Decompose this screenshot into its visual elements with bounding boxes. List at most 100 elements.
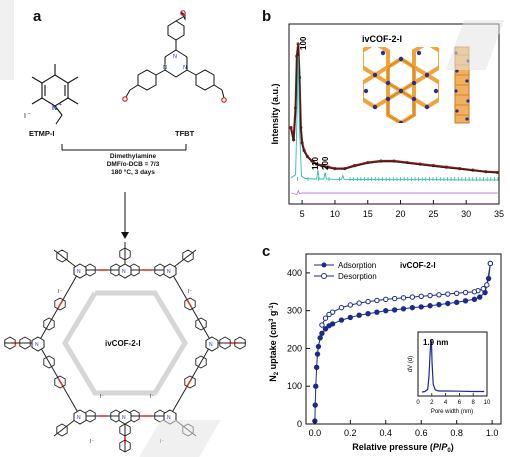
desorption-point	[409, 294, 416, 300]
desorption-point	[338, 304, 345, 311]
desorption-point	[383, 296, 389, 303]
svg-text:I⁻: I⁻	[100, 394, 104, 400]
xrd-point	[289, 126, 293, 130]
adsorption-point	[356, 312, 362, 318]
isotherm-y-tick-label: 300	[287, 306, 302, 316]
desorption-point	[487, 260, 494, 267]
isotherm-y-tick-label: 200	[287, 343, 302, 353]
desorption-point	[322, 315, 329, 321]
panel-c-letter: c	[262, 243, 271, 260]
adsorption-point	[338, 317, 345, 323]
reaction-conditions: Dimethylamine DMF/o-DCB = 7/3 180 °C, 3 …	[85, 153, 181, 177]
svg-text:N: N	[122, 269, 126, 275]
adsorption-point	[418, 304, 424, 310]
desorption-point	[365, 298, 371, 305]
desorption-point	[347, 302, 354, 308]
svg-text:N: N	[35, 342, 39, 348]
isotherm-y-tick-label: 400	[287, 268, 302, 278]
svg-text:N: N	[173, 54, 177, 60]
desorption-point	[480, 286, 486, 292]
desorption-point	[374, 297, 380, 304]
adsorption-point	[427, 303, 433, 309]
isotherm-y-tick-label: 100	[287, 381, 302, 391]
svg-text:I⁻: I⁻	[150, 394, 154, 400]
svg-text:N: N	[122, 415, 126, 421]
isotherm-x-tick-label: 0.6	[415, 428, 428, 438]
svg-text:N: N	[183, 65, 187, 71]
pore-x-tick-label: 4	[444, 400, 448, 406]
desorption-point	[319, 322, 325, 328]
adsorption-point	[365, 310, 371, 317]
adsorption-point	[322, 326, 329, 332]
adsorption-point	[317, 335, 323, 341]
cof-network-structure: NN NN NN NN I⁻I⁻ I⁻I⁻ I⁻I⁻	[4, 242, 246, 453]
xrd-series-1	[290, 45, 498, 174]
xrd-x-tick-label: 30	[461, 209, 471, 219]
isotherm-x-ticks: 0.0 0.2 0.4 0.6 0.8 1.0	[309, 420, 498, 438]
xrd-chart: 5 10 15 20 25 30 35 Intensity (a.u.) 100 110 2…	[270, 23, 504, 219]
condition-3: 180 °C, 3 days	[111, 169, 155, 176]
adsorption-point	[319, 330, 325, 337]
adsorption-point	[374, 309, 380, 315]
adsorption-point	[383, 307, 389, 314]
svg-text:I⁻: I⁻	[188, 289, 192, 295]
svg-text:N: N	[52, 105, 57, 112]
isotherm-x-tick-label: 0.8	[450, 428, 463, 438]
svg-text:N: N	[167, 415, 171, 421]
svg-text:−: −	[28, 111, 31, 117]
desorption-point	[436, 292, 442, 298]
adsorption-point	[391, 307, 398, 313]
adsorption-point	[400, 306, 407, 312]
desorption-point	[471, 289, 478, 295]
pore-size-inset: 0 2 4 6 8 10 1.9 nm Pore width (nm) dV (d)	[408, 331, 491, 415]
adsorption-point	[436, 301, 442, 308]
condition-1: Dimethylamine	[109, 153, 157, 160]
xrd-x-tick-label: 5	[300, 209, 305, 219]
isotherm-x-axis-label: Relative pressure (P/P0)	[352, 442, 453, 454]
pore-x-tick-label: 10	[484, 400, 491, 406]
tfbt-label: TFBT	[175, 129, 195, 138]
pore-inset-y-label: dV (d)	[408, 356, 414, 372]
svg-text:N: N	[209, 342, 213, 348]
svg-text:I⁻: I⁻	[58, 289, 62, 295]
isotherm-y-axis-label: N2 uptake (cm3 g-1)	[268, 302, 280, 382]
isotherm-x-tick-label: 0.0	[309, 428, 322, 438]
xrd-inset-title: ivCOF-2-I	[362, 34, 402, 44]
xrd-y-axis-label: Intensity (a.u.)	[270, 83, 280, 144]
pore-inset-x-label: Pore width (nm)	[431, 409, 473, 415]
xrd-x-tick-label: 10	[330, 209, 340, 219]
xrd-x-tick-label: 15	[363, 209, 373, 219]
xrd-x-tick-label: 20	[396, 209, 406, 219]
isotherm-plot-frame	[305, 253, 502, 425]
desorption-point	[445, 291, 451, 297]
adsorption-point	[347, 314, 354, 321]
svg-text:N: N	[167, 269, 171, 275]
svg-text:I⁻: I⁻	[90, 439, 94, 445]
pore-x-tick-label: 6	[458, 400, 462, 406]
adsorption-point	[477, 294, 483, 300]
desorption-point	[427, 292, 433, 299]
svg-text:+: +	[59, 102, 62, 108]
iodide-label: I	[24, 113, 26, 120]
pore-x-tick-label: 8	[472, 400, 476, 406]
desorption-point	[356, 300, 362, 306]
xrd-reflection-ticks	[297, 177, 499, 181]
svg-text:N: N	[163, 65, 167, 71]
desorption-point	[453, 290, 460, 296]
xrd-peak-label-110: 110	[311, 157, 320, 170]
pore-inset-annotation: 1.9 nm	[423, 338, 448, 347]
isotherm-series	[312, 260, 494, 424]
desorption-point	[326, 311, 332, 318]
isotherm-x-tick-label: 0.2	[344, 428, 357, 438]
etmp-i-structure: N + I −	[24, 64, 79, 125]
isotherm-inset-title: ivCOF-2-I	[400, 261, 436, 270]
tfbt-structure: N N N	[122, 10, 227, 103]
desorption-point	[418, 293, 424, 300]
panel-b-letter: b	[262, 8, 272, 25]
isotherm-y-ticks: 0 100 200 300 400	[287, 268, 310, 429]
svg-text:N: N	[77, 269, 81, 275]
desorption-point	[484, 282, 490, 288]
isotherm-y-tick-label: 0	[297, 419, 302, 429]
xrd-series-3	[290, 189, 498, 196]
adsorption-point	[313, 364, 320, 371]
